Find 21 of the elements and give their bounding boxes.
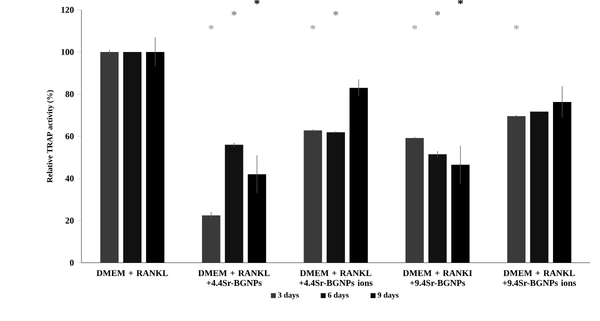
annotation: * [412,24,418,30]
y-tick-label: 80 [65,91,74,98]
annotation: * [514,24,519,30]
y-tick-label: 120 [61,6,74,13]
annotation: * [435,11,440,16]
annotation: * [333,11,338,16]
x-tick-label: DMEM + RANKI +9.4Sr-BGNPs [402,270,472,286]
y-tick-label: 20 [66,218,74,224]
text: * [458,0,463,4]
y-tick-label: 0 [70,260,74,266]
annotation: * [208,24,214,30]
text: * [254,0,260,4]
annotation: * [232,11,237,16]
x-tick-label: DMEM + RANKL +4.4Sr-BGNPs [198,270,270,286]
annotation: * [310,24,316,30]
y-tick-label: 60 [65,133,74,140]
x-tick-label: DMEM + RANKL [96,270,168,276]
y-tick-label: 40 [65,175,74,182]
x-tick-label: DMEM + RANKL +9.4Sr-BGNPs ions [502,270,576,286]
y-tick-label: 100 [61,49,74,56]
x-tick-label: DMEM + RANKL +4.4Sr-BGNPs ions [299,270,372,286]
